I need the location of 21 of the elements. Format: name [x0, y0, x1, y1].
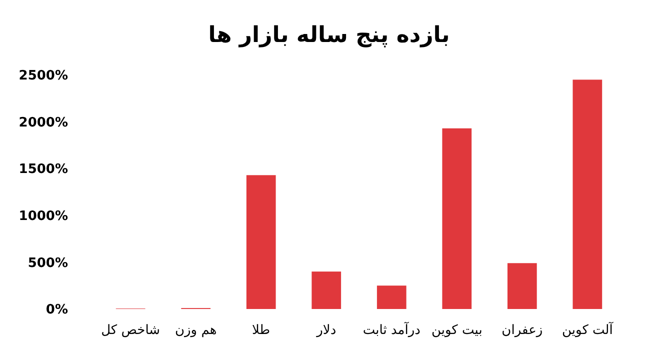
y-tick-label: 1500%: [18, 162, 68, 178]
x-tick-label: بیت کوین: [431, 323, 482, 338]
y-tick-label: 2500%: [18, 68, 68, 84]
x-tick-label: درآمد ثابت: [362, 321, 421, 338]
x-tick-label: زعفران: [502, 323, 543, 338]
bar: [246, 175, 276, 309]
x-tick-label: هم وزن: [174, 323, 217, 338]
bar: [507, 263, 537, 309]
y-tick-label: 2000%: [18, 115, 68, 130]
y-tick-label: 0%: [46, 302, 68, 318]
y-tick-label: 500%: [28, 256, 68, 271]
bar: [572, 80, 602, 309]
chart-title: بازده پنج ساله بازار ها: [208, 23, 450, 48]
bar: [312, 272, 342, 309]
x-tick-label: دلار: [316, 323, 336, 338]
x-tick-label: طلا: [252, 323, 270, 338]
x-tick-label: شاخص کل: [101, 323, 160, 338]
y-tick-label: 1000%: [18, 208, 68, 224]
x-tick-label: آلت کوین: [562, 321, 614, 338]
bar: [442, 128, 472, 309]
bar: [376, 286, 406, 309]
